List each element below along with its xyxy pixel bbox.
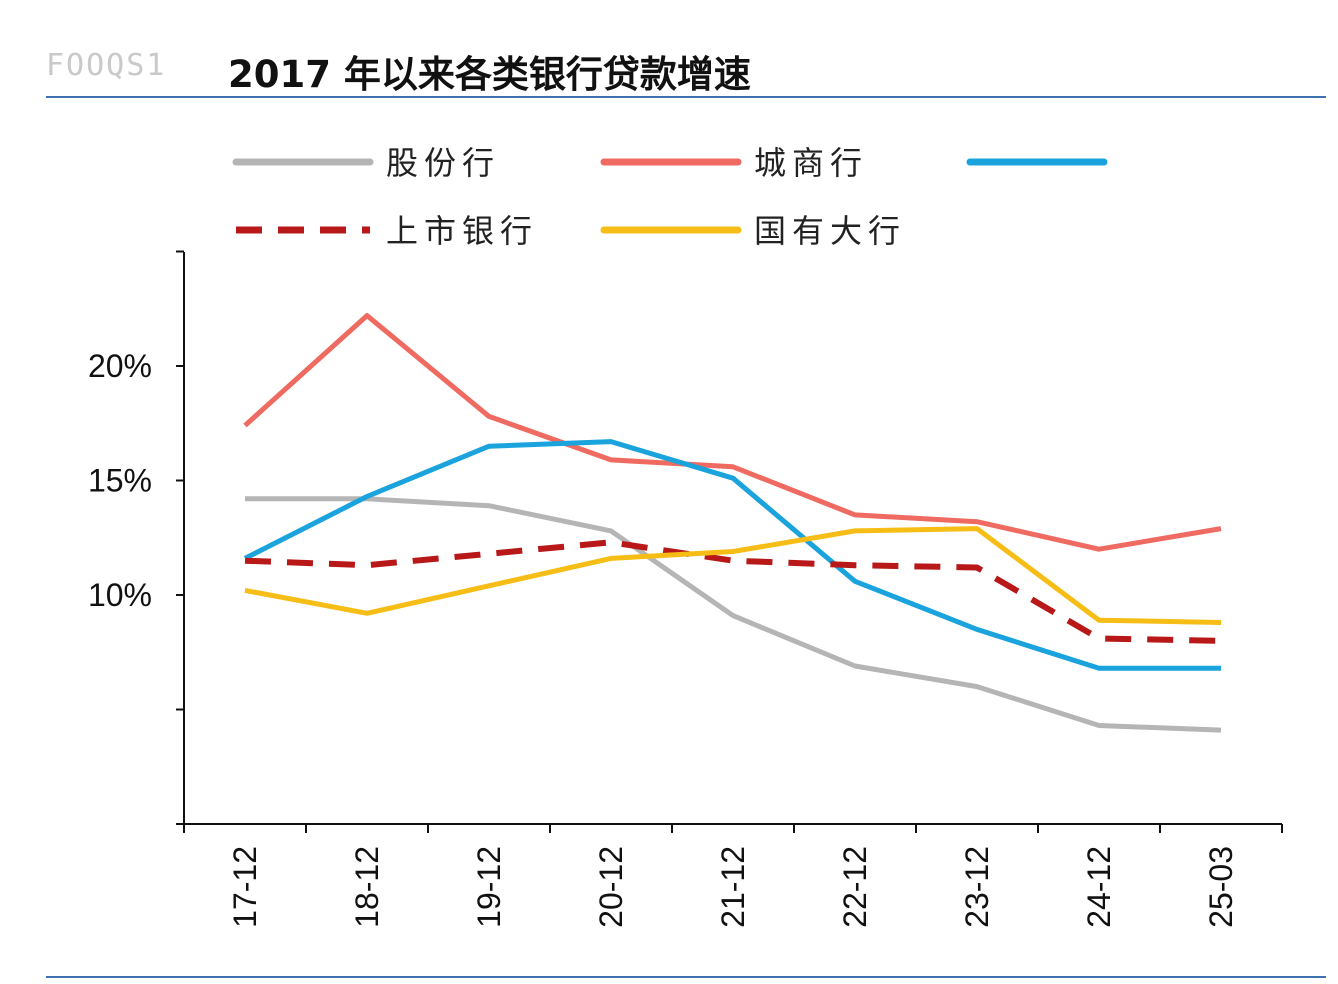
x-tick-label: 18-12	[349, 846, 385, 928]
x-tick-label: 21-12	[715, 846, 751, 928]
x-tick-label: 20-12	[593, 846, 629, 928]
legend-label-0: 股份行	[386, 144, 500, 182]
series-line-2	[243, 439, 1221, 671]
legend-label-4: 国有大行	[754, 212, 906, 250]
series-line-1	[243, 313, 1222, 552]
series-line-4	[244, 526, 1222, 625]
axes: 10% 15% 20% 17-12 18-12 19-12 20-12 21-12 22-12 2…	[88, 250, 1283, 928]
y-tick-label: 15%	[88, 463, 152, 499]
series-lines	[243, 313, 1222, 733]
x-tick-label: 25-03	[1203, 846, 1239, 928]
bottom-rule	[46, 976, 1326, 978]
x-tick-label: 17-12	[227, 846, 263, 928]
x-tick-label: 22-12	[837, 846, 873, 928]
top-rule	[46, 96, 1326, 98]
figure-label: FOOQS1	[46, 48, 167, 83]
x-tick-label: 19-12	[471, 846, 507, 928]
series-line-0	[245, 496, 1222, 733]
y-tick-label: 10%	[88, 577, 152, 613]
legend-label-3: 上市银行	[386, 212, 538, 250]
chart-title: 2017 年以来各类银行贷款增速	[228, 53, 751, 96]
y-tick-label: 20%	[88, 348, 152, 384]
legend-label-1: 城商行	[754, 144, 868, 182]
series-line-3	[244, 539, 1222, 644]
x-tick-label: 24-12	[1081, 846, 1117, 928]
x-tick-label: 23-12	[959, 846, 995, 928]
